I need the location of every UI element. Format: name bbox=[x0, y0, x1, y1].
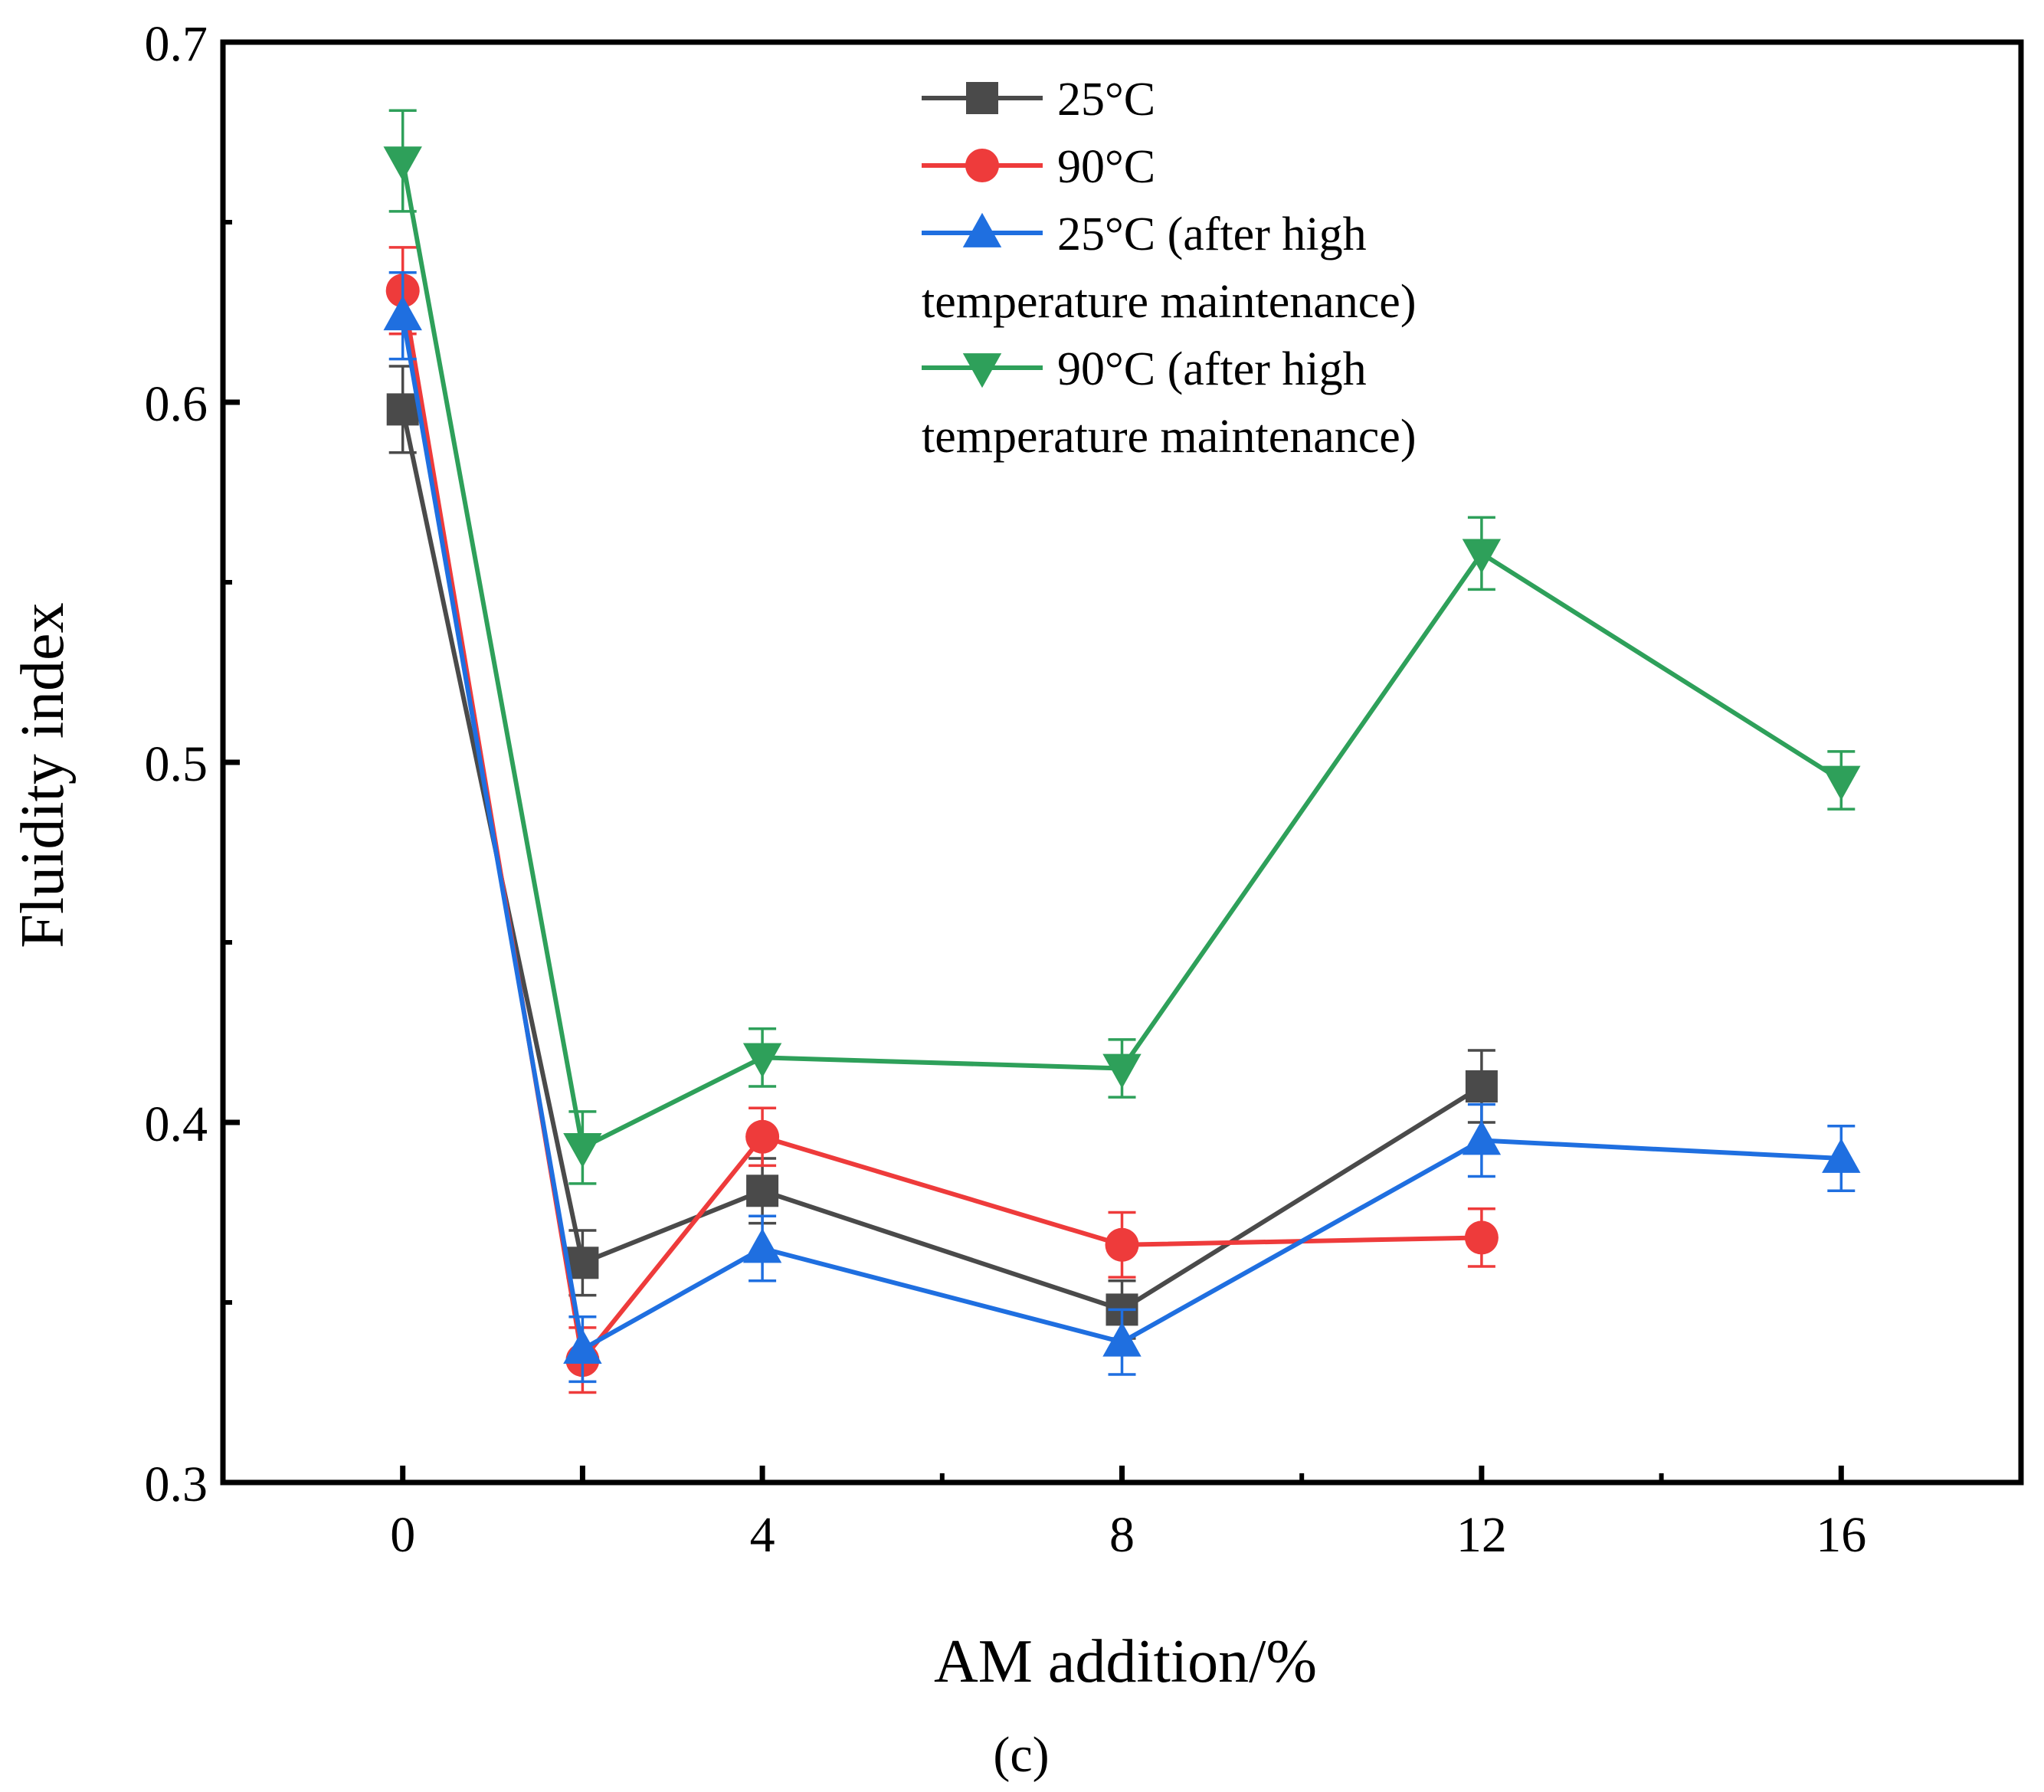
series-3 bbox=[383, 271, 1861, 1384]
series-line bbox=[400, 408, 1483, 1312]
legend-label: 90°C bbox=[1057, 141, 1155, 193]
legend-swatch-marker bbox=[966, 82, 998, 114]
legend-label: 25°C (after high bbox=[1057, 208, 1367, 260]
series-line bbox=[400, 160, 1843, 1150]
legend-item-3: 25°C (after high temperature maintenance) bbox=[922, 208, 1416, 328]
data-point bbox=[742, 1043, 782, 1078]
x-tick-label: 12 bbox=[1456, 1507, 1507, 1563]
figure-caption: (c) bbox=[993, 1727, 1049, 1783]
data-point bbox=[1462, 539, 1502, 574]
legend-item-4: 90°C (after high temperature maintenance) bbox=[922, 343, 1416, 463]
x-axis-label: AM addition/% bbox=[934, 1628, 1317, 1695]
data-point bbox=[745, 1119, 780, 1154]
data-point bbox=[383, 146, 422, 182]
data-point bbox=[1102, 1053, 1142, 1089]
data-point bbox=[563, 1133, 602, 1168]
legend-item-1: 25°C bbox=[922, 74, 1155, 126]
y-tick-label: 0.3 bbox=[145, 1456, 208, 1512]
data-point bbox=[566, 1247, 599, 1279]
y-axis-label: Fluidity index bbox=[9, 602, 77, 948]
data-point bbox=[383, 295, 422, 331]
legend-label: 90°C (after high bbox=[1057, 343, 1367, 395]
legend-swatch-marker bbox=[962, 212, 1002, 247]
legend-label: 25°C bbox=[1057, 74, 1155, 126]
x-tick-label: 4 bbox=[750, 1507, 775, 1563]
y-tick-label: 0.7 bbox=[145, 16, 208, 72]
x-tick-label: 0 bbox=[390, 1507, 415, 1563]
series-4 bbox=[383, 109, 1861, 1185]
data-point bbox=[1822, 765, 1861, 801]
y-tick-label: 0.5 bbox=[145, 736, 208, 792]
axes-group: 0.3 0.4 0.5 0.6 0.7 0 4 8 12 16 bbox=[145, 16, 2024, 1563]
legend-swatch-marker bbox=[962, 353, 1002, 388]
legend-item-2: 90°C bbox=[922, 141, 1155, 193]
data-point bbox=[1105, 1227, 1139, 1262]
y-tick-label: 0.4 bbox=[145, 1096, 208, 1152]
data-point bbox=[746, 1174, 779, 1207]
data-point bbox=[1102, 1322, 1142, 1357]
x-tick-label: 16 bbox=[1816, 1507, 1866, 1563]
series-layer bbox=[383, 109, 1861, 1394]
series-line bbox=[400, 315, 1842, 1352]
x-tick-label: 8 bbox=[1109, 1507, 1135, 1563]
data-point bbox=[386, 393, 419, 426]
data-point bbox=[1462, 1120, 1502, 1155]
legend-label: temperature maintenance) bbox=[922, 276, 1416, 328]
legend-label: temperature maintenance) bbox=[922, 411, 1416, 463]
data-point bbox=[563, 1328, 602, 1364]
legend: 25°C 90°C 25°C (after high temperature main… bbox=[922, 74, 1416, 463]
data-point bbox=[1822, 1138, 1861, 1173]
data-point bbox=[1465, 1070, 1498, 1102]
data-point bbox=[742, 1228, 782, 1263]
legend-swatch-marker bbox=[965, 149, 999, 182]
data-point bbox=[1464, 1220, 1499, 1255]
y-tick-label: 0.6 bbox=[145, 376, 208, 432]
